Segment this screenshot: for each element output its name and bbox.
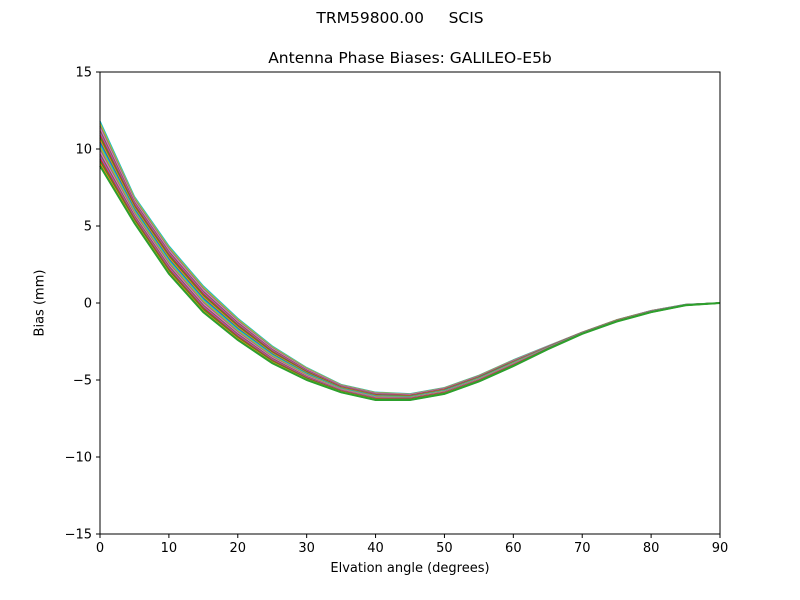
series-line xyxy=(99,139,721,398)
y-tick-label: 5 xyxy=(84,220,92,235)
y-tick-label: 10 xyxy=(75,143,92,158)
chart-suptitle: TRM59800.00 SCIS xyxy=(316,9,484,27)
series-line xyxy=(99,127,721,396)
x-tick-label: 20 xyxy=(230,541,247,556)
y-axis-label: Bias (mm) xyxy=(32,269,48,337)
y-tick-label: −5 xyxy=(73,374,92,389)
x-tick-label: 0 xyxy=(96,541,104,556)
x-tick-label: 90 xyxy=(712,541,729,556)
x-tick-label: 30 xyxy=(298,541,315,556)
y-tick-label: −10 xyxy=(65,451,92,466)
x-tick-label: 60 xyxy=(505,541,522,556)
series-line xyxy=(99,135,721,397)
x-tick-label: 80 xyxy=(643,541,660,556)
series-line xyxy=(99,130,721,396)
x-tick-label: 70 xyxy=(574,541,591,556)
series-line xyxy=(99,144,721,398)
series-line xyxy=(99,165,721,401)
series-line xyxy=(99,120,721,395)
y-tick-label: −15 xyxy=(65,528,92,543)
y-tick-label: 15 xyxy=(75,66,92,81)
series-line xyxy=(99,125,721,396)
series-line xyxy=(99,146,721,399)
x-tick-label: 10 xyxy=(161,541,178,556)
x-tick-label: 40 xyxy=(367,541,384,556)
series-line xyxy=(99,132,721,397)
series-line xyxy=(99,142,721,398)
series-line xyxy=(99,123,721,395)
y-tick-label: 0 xyxy=(84,297,92,312)
series-line xyxy=(99,137,721,397)
x-tick-label: 50 xyxy=(436,541,453,556)
chart-title: Antenna Phase Biases: GALILEO-E5b xyxy=(268,49,552,67)
x-axis-label: Elvation angle (degrees) xyxy=(330,561,490,576)
axes-frame xyxy=(99,71,721,535)
